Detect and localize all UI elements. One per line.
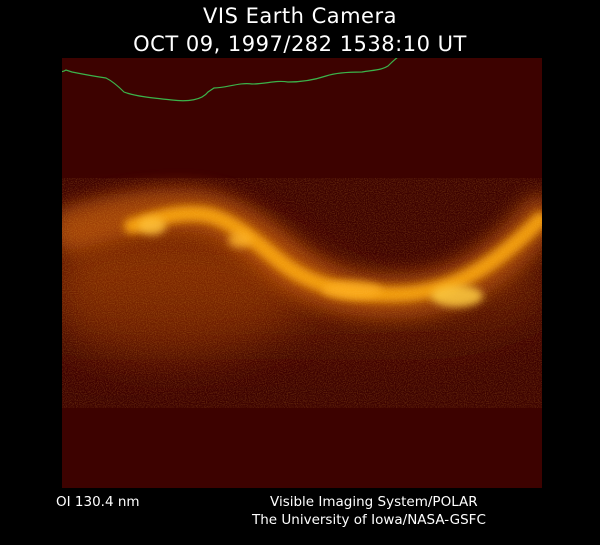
- auroral-image-frame: [62, 58, 542, 488]
- coastline: [62, 58, 398, 102]
- observation-timestamp: OCT 09, 1997/282 1538:10 UT: [133, 32, 467, 56]
- institution-credit: The University of Iowa/NASA-GSFC: [252, 512, 486, 528]
- filter-wavelength-label: OI 130.4 nm: [56, 494, 140, 510]
- auroral-oval-image: [62, 58, 542, 408]
- image-grain: [62, 178, 542, 408]
- instrument-credit: Visible Imaging System/POLAR: [270, 494, 478, 510]
- image-title: VIS Earth Camera: [203, 4, 397, 28]
